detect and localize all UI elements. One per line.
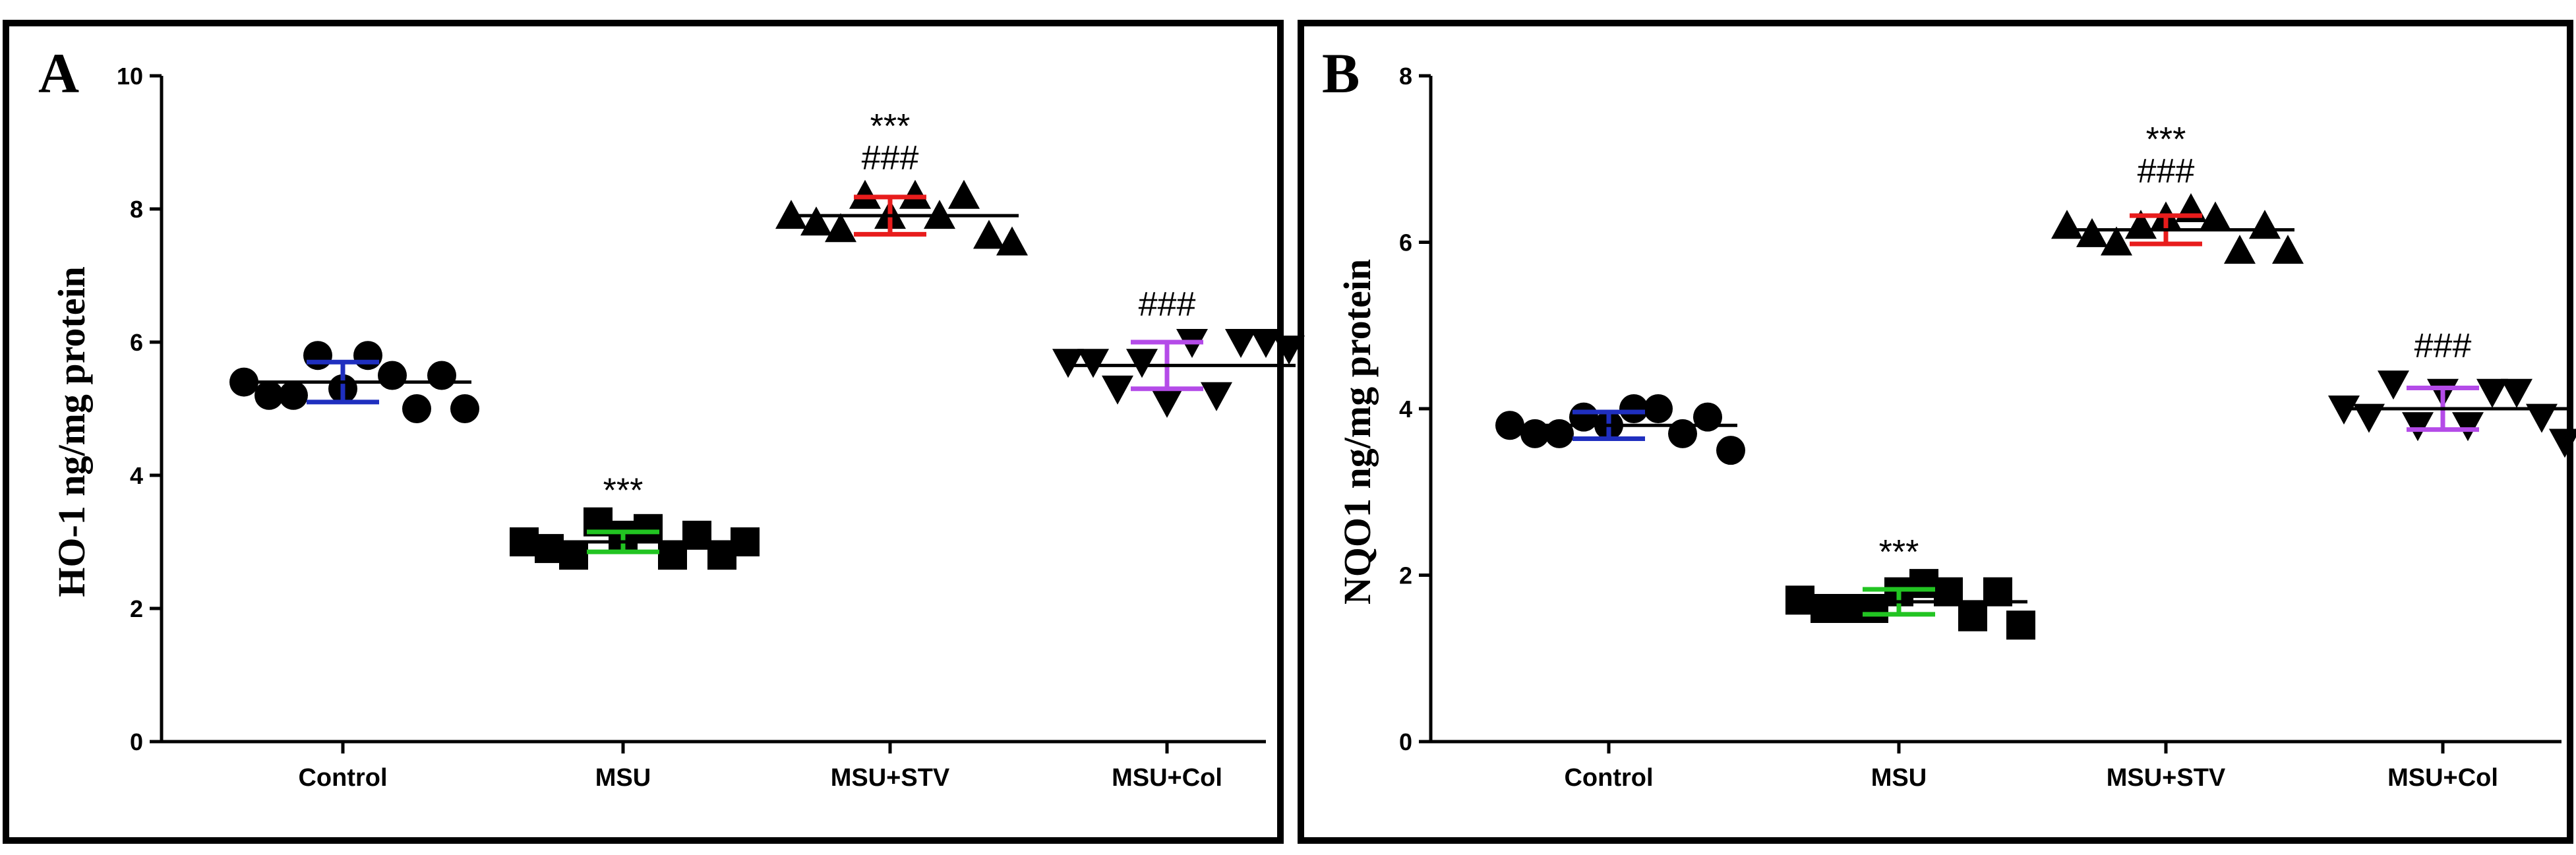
data-point bbox=[1201, 382, 1232, 411]
x-category-label: MSU+STV bbox=[2107, 764, 2226, 792]
data-point bbox=[2549, 428, 2576, 458]
data-point bbox=[1126, 349, 1158, 378]
y-tick-label: 2 bbox=[130, 595, 143, 622]
data-point bbox=[1077, 349, 1109, 378]
data-point bbox=[1151, 388, 1183, 418]
data-point bbox=[2272, 235, 2304, 264]
panel-a-y-axis-title: HO-1 ng/mg protein bbox=[50, 266, 93, 597]
x-category-label: MSU bbox=[1871, 764, 1927, 792]
data-point bbox=[899, 179, 931, 209]
data-point bbox=[2006, 610, 2035, 640]
data-point bbox=[973, 220, 1005, 249]
data-point bbox=[2076, 218, 2108, 247]
significance-label: *** bbox=[870, 107, 911, 146]
data-point bbox=[2501, 378, 2532, 408]
data-point bbox=[1958, 602, 1987, 632]
data-point bbox=[279, 380, 308, 410]
data-point bbox=[682, 520, 711, 550]
data-point bbox=[2402, 412, 2434, 442]
data-point bbox=[450, 394, 479, 423]
data-point bbox=[353, 341, 382, 370]
data-point bbox=[2224, 235, 2256, 264]
x-category-label: MSU+STV bbox=[831, 764, 950, 792]
data-point bbox=[2476, 378, 2508, 408]
data-point bbox=[849, 179, 881, 209]
data-point bbox=[825, 213, 856, 243]
data-point bbox=[1052, 349, 1084, 378]
x-category-label: MSU bbox=[595, 764, 651, 792]
significance-label: ### bbox=[2138, 152, 2195, 191]
data-point bbox=[658, 541, 687, 570]
data-point bbox=[1785, 585, 1814, 615]
data-point bbox=[1644, 394, 1673, 423]
x-category-label: Control bbox=[298, 764, 387, 792]
significance-label: *** bbox=[2146, 121, 2186, 159]
data-point bbox=[800, 206, 832, 236]
data-point bbox=[2378, 370, 2409, 400]
x-category-label: MSU+Col bbox=[1112, 764, 1222, 792]
significance-label: *** bbox=[603, 472, 644, 510]
y-tick-label: 4 bbox=[130, 462, 143, 489]
data-point bbox=[634, 514, 663, 543]
data-point bbox=[1273, 336, 1305, 365]
data-point bbox=[2353, 403, 2385, 433]
significance-label: ### bbox=[1139, 285, 1196, 324]
data-point bbox=[948, 179, 980, 209]
y-tick-label: 10 bbox=[117, 63, 143, 90]
significance-label: *** bbox=[1879, 533, 1919, 572]
data-point bbox=[2101, 226, 2132, 256]
y-tick-label: 6 bbox=[1399, 229, 1412, 256]
panel-b-y-axis-title: NQO1 ng/mg protein bbox=[1336, 259, 1379, 604]
data-point bbox=[2452, 412, 2484, 442]
panel-a-frame bbox=[3, 20, 1284, 844]
y-tick-label: 6 bbox=[130, 329, 143, 356]
y-tick-label: 2 bbox=[1399, 562, 1412, 589]
data-point bbox=[1668, 419, 1697, 448]
data-point bbox=[1835, 594, 1864, 623]
data-point bbox=[1716, 436, 1745, 465]
panel-b-letter: B bbox=[1322, 42, 1360, 105]
data-point bbox=[255, 380, 284, 410]
x-category-label: MSU+Col bbox=[2387, 764, 2498, 792]
data-point bbox=[535, 534, 564, 564]
y-tick-label: 0 bbox=[1399, 728, 1412, 755]
data-point bbox=[559, 541, 588, 570]
data-point bbox=[303, 341, 332, 370]
data-point bbox=[378, 361, 407, 390]
data-point bbox=[2125, 210, 2157, 239]
data-point bbox=[1102, 375, 1133, 405]
data-point bbox=[1250, 329, 1282, 358]
data-point bbox=[1693, 402, 1722, 432]
data-point bbox=[1619, 394, 1648, 423]
data-point bbox=[1909, 569, 1938, 599]
y-tick-label: 8 bbox=[130, 196, 143, 223]
data-point bbox=[2526, 403, 2558, 433]
significance-label: ### bbox=[2414, 327, 2472, 365]
data-point bbox=[2051, 210, 2083, 239]
data-point bbox=[996, 226, 1028, 256]
data-point bbox=[1225, 329, 1257, 358]
y-tick-label: 0 bbox=[130, 728, 143, 755]
data-point bbox=[1569, 402, 1598, 432]
significance-label: ### bbox=[862, 139, 919, 177]
panel-a-letter: A bbox=[38, 42, 79, 105]
data-point bbox=[1545, 419, 1574, 448]
data-point bbox=[1811, 594, 1840, 623]
data-point bbox=[402, 394, 431, 423]
data-point bbox=[2200, 201, 2231, 231]
x-category-label: Control bbox=[1564, 764, 1653, 792]
data-point bbox=[2249, 210, 2281, 239]
data-point bbox=[427, 361, 456, 390]
y-tick-label: 4 bbox=[1399, 396, 1412, 423]
y-tick-label: 8 bbox=[1399, 63, 1412, 90]
data-point bbox=[1859, 594, 1888, 623]
